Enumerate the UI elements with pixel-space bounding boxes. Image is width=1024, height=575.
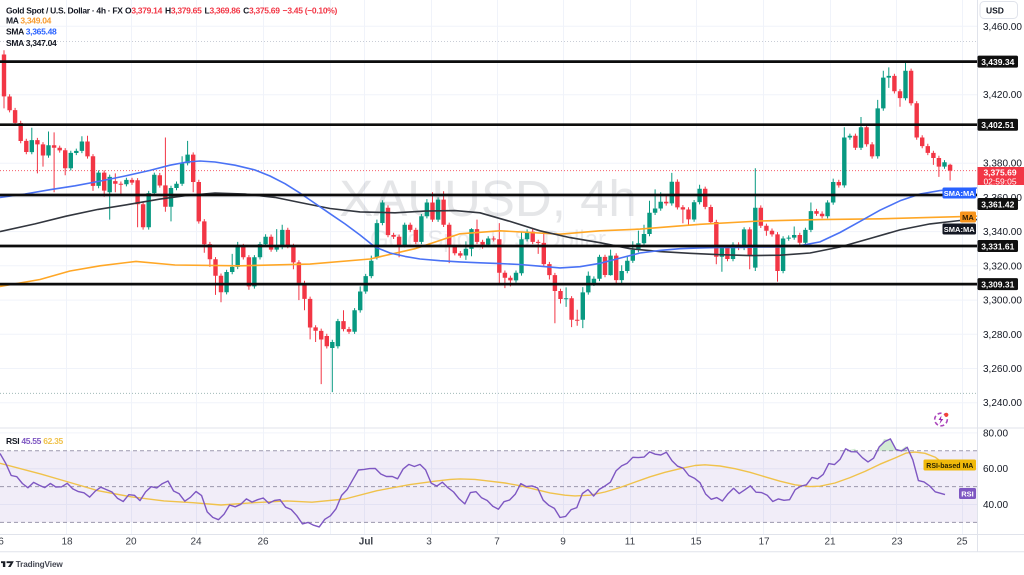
svg-text:40.00: 40.00 — [983, 500, 1008, 511]
svg-text:3,300.00: 3,300.00 — [983, 296, 1022, 307]
svg-text:6: 6 — [0, 537, 4, 548]
svg-text:SMA 3,347.04: SMA 3,347.04 — [6, 38, 57, 48]
svg-text:18: 18 — [61, 537, 73, 548]
svg-text:3,420.00: 3,420.00 — [983, 90, 1022, 101]
svg-text:3,361.42: 3,361.42 — [981, 199, 1014, 209]
svg-text:60.00: 60.00 — [983, 464, 1008, 475]
svg-text:Gold Spot / U.S. Dollar · 4h ·: Gold Spot / U.S. Dollar · 4h · FX — [6, 6, 123, 16]
svg-text:9: 9 — [560, 537, 566, 548]
svg-text:3,309.31: 3,309.31 — [981, 280, 1014, 290]
svg-text:RSI 45.55 62.35: RSI 45.55 62.35 — [6, 436, 64, 446]
svg-text:MA: MA — [962, 213, 974, 222]
svg-text:3,340.00: 3,340.00 — [983, 227, 1022, 238]
svg-text:3,331.61: 3,331.61 — [981, 241, 1014, 251]
svg-text:11: 11 — [625, 537, 636, 548]
svg-text:23: 23 — [891, 537, 903, 548]
svg-text:3,375.69: 3,375.69 — [983, 167, 1016, 177]
svg-text:3: 3 — [426, 537, 432, 548]
svg-text:15: 15 — [690, 537, 702, 548]
svg-text:25: 25 — [956, 537, 968, 548]
svg-text:SMA:MA: SMA:MA — [944, 225, 975, 234]
svg-text:SMA:MA: SMA:MA — [944, 189, 975, 198]
svg-text:3,240.00: 3,240.00 — [983, 398, 1022, 409]
svg-text:3,260.00: 3,260.00 — [983, 364, 1022, 375]
svg-text:26: 26 — [257, 537, 269, 548]
svg-text:USD: USD — [986, 6, 1004, 16]
svg-text:20: 20 — [125, 537, 137, 548]
svg-text:3,439.34: 3,439.34 — [981, 57, 1014, 67]
svg-text:SMA 3,365.48: SMA 3,365.48 — [6, 26, 57, 36]
svg-text:RSI: RSI — [961, 490, 974, 499]
svg-text:RSI-based MA: RSI-based MA — [926, 463, 973, 470]
svg-text:MA 3,349.04: MA 3,349.04 — [6, 16, 52, 26]
svg-text:3,380.00: 3,380.00 — [983, 159, 1022, 170]
svg-text:80.00: 80.00 — [983, 428, 1008, 439]
svg-text:24: 24 — [190, 537, 202, 548]
svg-text:Jul: Jul — [359, 537, 374, 548]
svg-text:3,320.00: 3,320.00 — [983, 261, 1022, 272]
svg-text:7: 7 — [494, 537, 500, 548]
svg-text:3,280.00: 3,280.00 — [983, 330, 1022, 341]
svg-text:TradingView: TradingView — [16, 560, 64, 569]
svg-text:21: 21 — [824, 537, 836, 548]
svg-text:3,460.00: 3,460.00 — [983, 22, 1022, 33]
svg-text:02:59:05: 02:59:05 — [983, 176, 1016, 186]
svg-text:17: 17 — [758, 537, 770, 548]
svg-text:3,402.51: 3,402.51 — [981, 120, 1014, 130]
